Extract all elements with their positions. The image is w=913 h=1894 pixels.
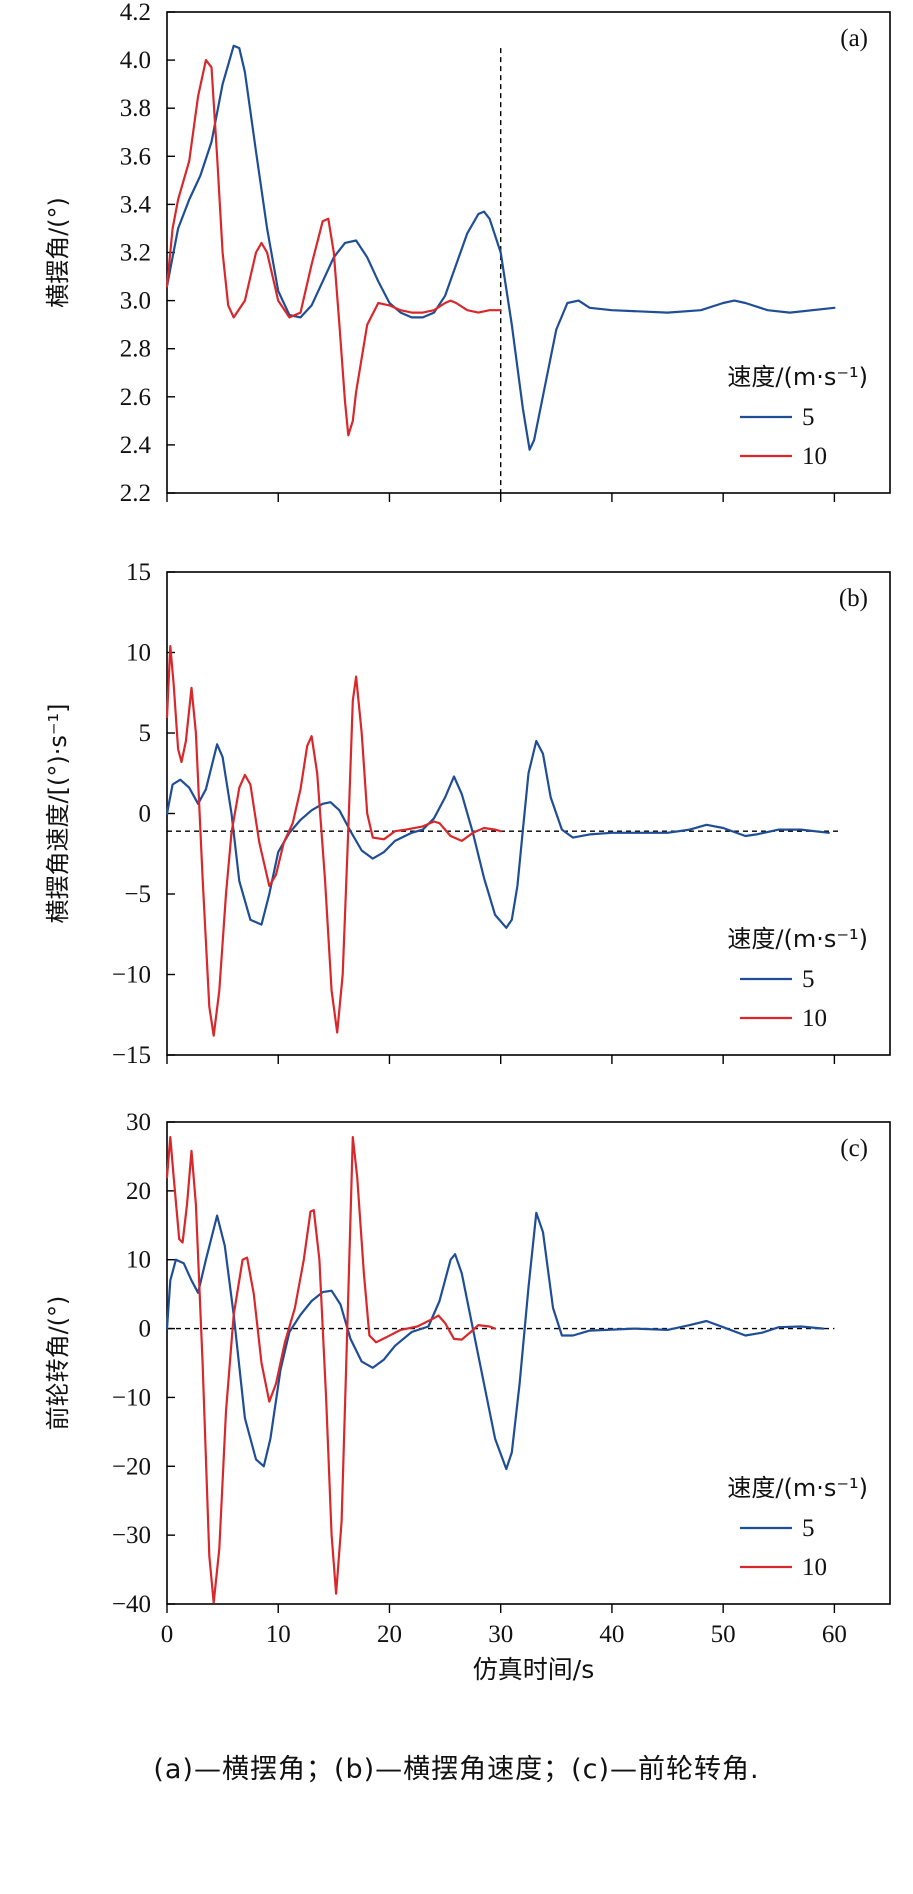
- y-tick-label: −10: [112, 1384, 151, 1411]
- series-line-5: [165, 739, 830, 929]
- y-tick-label: 0: [139, 1316, 152, 1343]
- chart-panel-a: 2.2 2.4 2.6 2.8 3.0 3.2 3.4 3.6 3.8 4.0 4.2 横摆角/(°)…: [44, 0, 891, 507]
- y-tick-label: −20: [112, 1453, 151, 1480]
- legend: 速度/(m·s⁻¹) 5 10: [727, 363, 868, 470]
- series-line-10: [165, 1136, 497, 1604]
- y-axis-label: 横摆角速度/[(°)·s⁻¹]: [44, 704, 72, 924]
- x-tick-label: 20: [377, 1621, 402, 1648]
- legend-entry-10: 10: [802, 443, 827, 470]
- y-axis-label: 横摆角/(°): [44, 197, 72, 308]
- series-line-5: [165, 1211, 825, 1471]
- legend-title: 速度/(m·s⁻¹): [727, 1474, 868, 1502]
- plot-frame: [166, 1121, 891, 1605]
- plot-frame: [166, 11, 891, 494]
- x-tick-label: 50: [711, 1621, 736, 1648]
- legend-title: 速度/(m·s⁻¹): [727, 363, 868, 391]
- legend-entry-10: 10: [802, 1554, 827, 1581]
- y-tick-label: −15: [112, 1042, 151, 1069]
- y-tick-label: 10: [126, 1247, 151, 1274]
- series-line-10: [165, 59, 502, 437]
- panel-label: (b): [839, 585, 868, 612]
- chart-panel-c: −40 −30 −20 −10 0 10 20 30 0 10 20 30 40 50 60 前轮转角/(°)…: [44, 1109, 891, 1684]
- x-tick-label: 30: [488, 1621, 513, 1648]
- y-tick-label: −10: [112, 962, 151, 989]
- y-tick-label: 3.6: [120, 143, 151, 170]
- y-tick-label: 0: [139, 801, 152, 828]
- series-line-5: [165, 44, 836, 451]
- x-tick-label: 0: [161, 1621, 174, 1648]
- y-tick-label: 30: [126, 1109, 151, 1136]
- y-tick-label: 10: [126, 640, 151, 667]
- y-axis-label: 前轮转角/(°): [44, 1296, 72, 1431]
- y-tick-label: 2.6: [120, 384, 151, 411]
- y-tick-label: 2.8: [120, 336, 151, 363]
- y-tick-label: 3.2: [120, 240, 151, 267]
- legend: 速度/(m·s⁻¹) 5 10: [727, 925, 868, 1032]
- legend-entry-10: 10: [802, 1005, 827, 1032]
- panel-label: (a): [840, 25, 868, 52]
- y-tick-label: 3.0: [120, 288, 151, 315]
- y-tick-label: 4.0: [120, 47, 151, 74]
- chart-panel-b: −15 −10 −5 0 5 10 15 横摆角速度/[(°)·s⁻¹] (b) 速度/(m·s⁻…: [44, 559, 891, 1069]
- y-tick-label: −40: [112, 1591, 151, 1618]
- y-tick-label: −30: [112, 1522, 151, 1549]
- x-tick-label: 40: [599, 1621, 624, 1648]
- y-tick-label: 3.8: [120, 95, 151, 122]
- y-tick-label: −5: [124, 881, 151, 908]
- legend-entry-5: 5: [802, 404, 815, 431]
- series-line-10: [165, 645, 502, 1037]
- y-tick-label: 4.2: [120, 0, 151, 26]
- panel-label: (c): [840, 1135, 868, 1162]
- x-axis-label: 仿真时间/s: [473, 1655, 594, 1684]
- legend: 速度/(m·s⁻¹) 5 10: [727, 1474, 868, 1581]
- legend-entry-5: 5: [802, 966, 815, 993]
- y-tick-label: 2.2: [120, 480, 151, 507]
- x-tick-label: 10: [266, 1621, 291, 1648]
- y-tick-label: 20: [126, 1178, 151, 1205]
- figure-caption: (a)—横摆角；(b)—横摆角速度；(c)—前轮转角.: [153, 1754, 760, 1785]
- legend-entry-5: 5: [802, 1515, 815, 1542]
- y-tick-label: 2.4: [120, 432, 152, 459]
- plot-frame: [166, 571, 891, 1056]
- y-tick-label: 5: [139, 720, 152, 747]
- legend-title: 速度/(m·s⁻¹): [727, 925, 868, 953]
- y-tick-label: 3.4: [120, 191, 152, 218]
- y-tick-label: 15: [126, 559, 151, 586]
- x-tick-label: 60: [822, 1621, 847, 1648]
